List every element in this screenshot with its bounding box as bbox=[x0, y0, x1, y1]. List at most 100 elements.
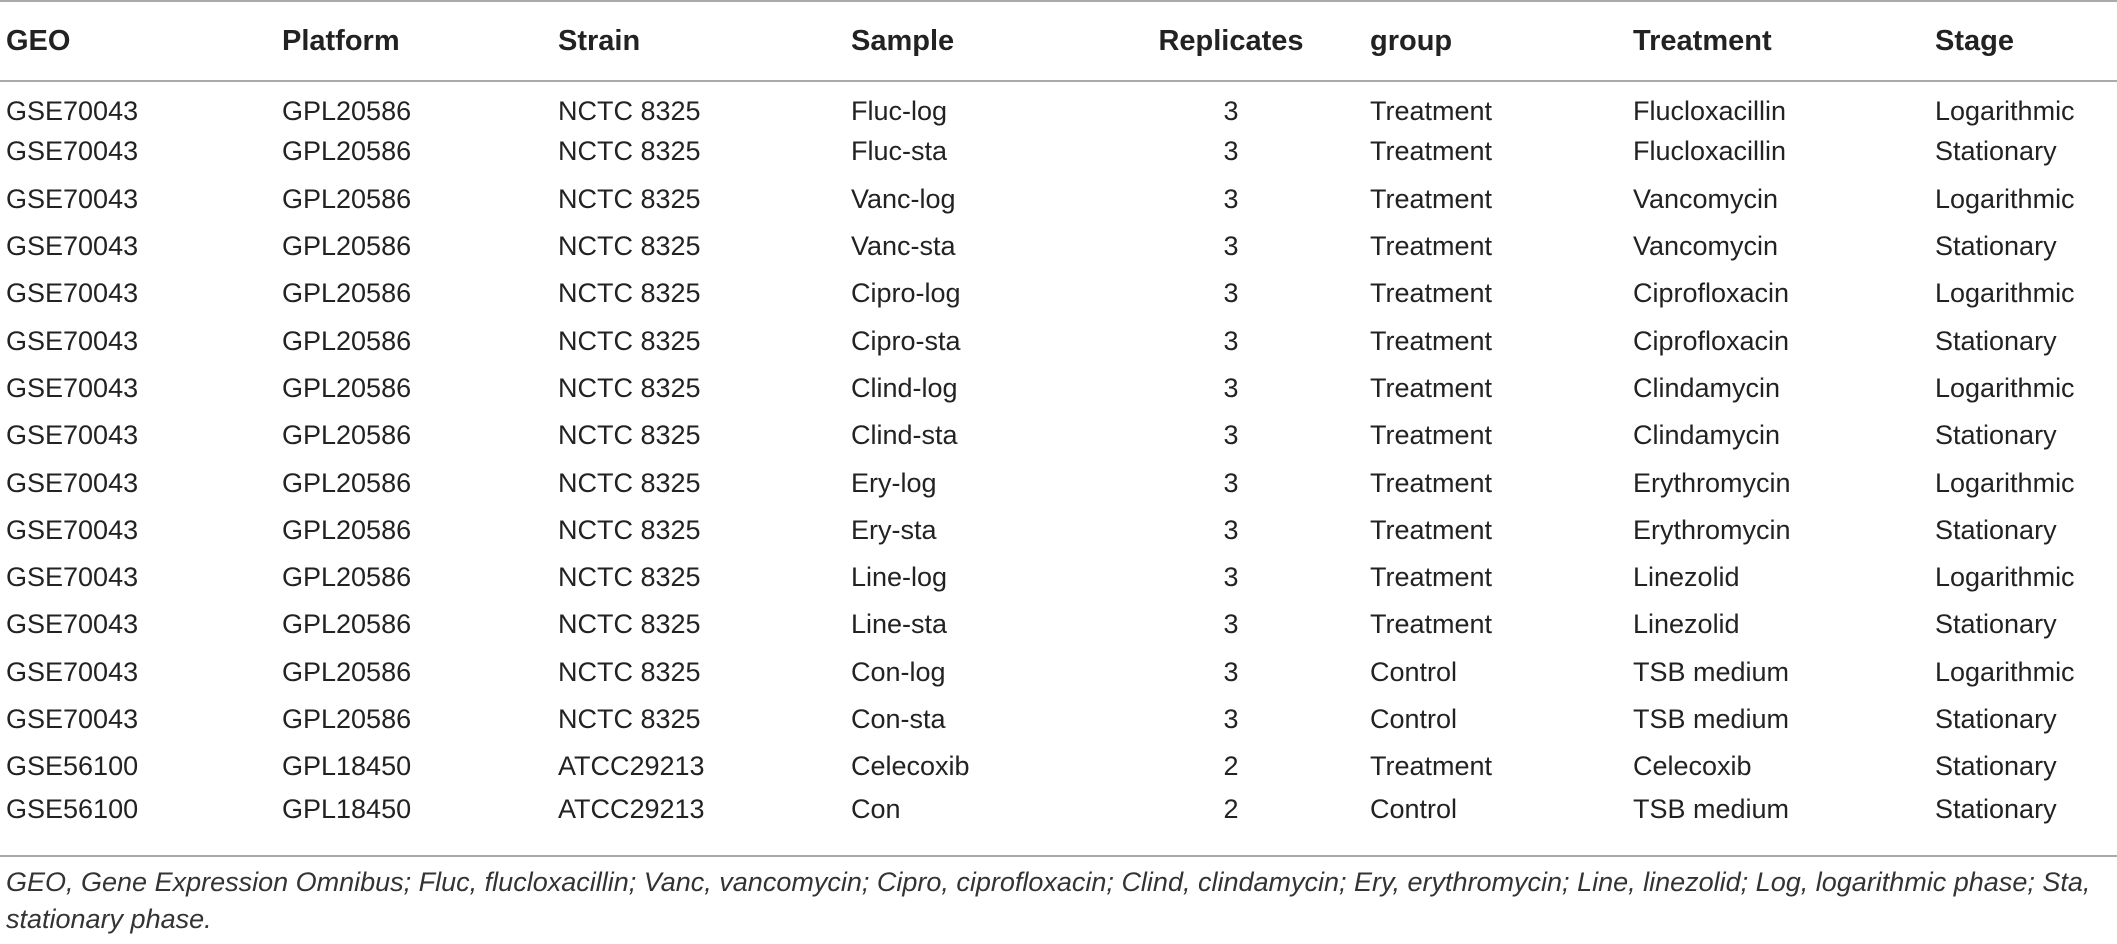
cell-treatment: Erythromycin bbox=[1633, 514, 1791, 545]
cell-platform: GPL20586 bbox=[282, 136, 412, 167]
cell-sample: Fluc-sta bbox=[851, 136, 948, 167]
cell-platform: GPL20586 bbox=[282, 420, 412, 451]
cell-treatment: Linezolid bbox=[1633, 609, 1740, 640]
table-row: GSE70043 GPL20586 NCTC 8325 Clind-log 3 Treat… bbox=[0, 365, 2117, 412]
table-row: GSE70043 GPL20586 NCTC 8325 Ery-sta 3 Treatme… bbox=[0, 507, 2117, 554]
table-body: GSE70043 GPL20586 NCTC 8325 Fluc-log 3 Treatm… bbox=[0, 81, 2117, 838]
cell-group: Treatment bbox=[1370, 95, 1493, 126]
table-row: GSE70043 GPL20586 NCTC 8325 Line-log 3 Treatm… bbox=[0, 554, 2117, 601]
cell-sample: Clind-log bbox=[851, 372, 958, 403]
cell-stage: Logarithmic bbox=[1935, 467, 2075, 498]
cell-platform: GPL20586 bbox=[282, 467, 412, 498]
cell-group: Control bbox=[1370, 656, 1458, 687]
cell-platform: GPL18450 bbox=[282, 793, 412, 824]
header-sample: Sample bbox=[851, 24, 955, 57]
cell-platform: GPL20586 bbox=[282, 514, 412, 545]
cell-stage: Logarithmic bbox=[1935, 372, 2075, 403]
cell-sample: Clind-sta bbox=[851, 420, 958, 451]
cell-replicates: 3 bbox=[1223, 656, 1239, 687]
cell-sample: Con-log bbox=[851, 656, 946, 687]
cell-strain: NCTC 8325 bbox=[558, 95, 701, 126]
cell-treatment: Ciprofloxacin bbox=[1633, 278, 1790, 309]
table-row: GSE56100 GPL18450 ATCC29213 Con 2 Control TSB … bbox=[0, 790, 2117, 837]
cell-treatment: Erythromycin bbox=[1633, 467, 1791, 498]
cell-replicates: 3 bbox=[1223, 704, 1239, 734]
cell-stage: Stationary bbox=[1935, 136, 2057, 167]
cell-platform: GPL18450 bbox=[282, 751, 412, 782]
cell-treatment: Vancomycin bbox=[1633, 183, 1779, 214]
cell-platform: GPL20586 bbox=[282, 278, 412, 309]
cell-sample: Con-sta bbox=[851, 704, 946, 734]
table-row: GSE70043 GPL20586 NCTC 8325 Vanc-log 3 Treatm… bbox=[0, 176, 2117, 223]
cell-group: Treatment bbox=[1370, 278, 1493, 309]
header-platform: Platform bbox=[282, 24, 400, 57]
cell-group: Treatment bbox=[1370, 751, 1493, 782]
cell-treatment: Flucloxacillin bbox=[1633, 136, 1787, 167]
cell-replicates: 3 bbox=[1223, 136, 1239, 167]
cell-platform: GPL20586 bbox=[282, 372, 412, 403]
cell-strain: NCTC 8325 bbox=[558, 704, 701, 734]
cell-platform: GPL20586 bbox=[282, 656, 412, 687]
table-row: GSE70043 GPL20586 NCTC 8325 Fluc-sta 3 Treatm… bbox=[0, 128, 2117, 175]
header-row: GEO Platform Strain Sample Replicates gr… bbox=[0, 1, 2117, 81]
cell-platform: GPL20586 bbox=[282, 183, 412, 214]
cell-strain: ATCC29213 bbox=[558, 751, 705, 782]
cell-geo: GSE70043 bbox=[6, 95, 139, 126]
cell-geo: GSE70043 bbox=[6, 656, 139, 687]
cell-geo: GSE70043 bbox=[6, 278, 139, 309]
cell-treatment: TSB medium bbox=[1633, 793, 1790, 824]
cell-replicates: 3 bbox=[1223, 183, 1239, 214]
cell-strain: NCTC 8325 bbox=[558, 372, 701, 403]
header-strain: Strain bbox=[558, 24, 641, 57]
table-header: GEO Platform Strain Sample Replicates gr… bbox=[0, 1, 2117, 81]
cell-geo: GSE70043 bbox=[6, 609, 139, 640]
cell-platform: GPL20586 bbox=[282, 609, 412, 640]
cell-platform: GPL20586 bbox=[282, 704, 412, 734]
cell-sample: Vanc-sta bbox=[851, 231, 956, 262]
table-row: GSE70043 GPL20586 NCTC 8325 Clind-sta 3 Treat… bbox=[0, 412, 2117, 459]
cell-geo: GSE70043 bbox=[6, 136, 139, 167]
cell-treatment: Clindamycin bbox=[1633, 420, 1781, 451]
table-row: GSE70043 GPL20586 NCTC 8325 Vanc-sta 3 Treatm… bbox=[0, 223, 2117, 270]
cell-replicates: 3 bbox=[1223, 95, 1239, 126]
cell-stage: Logarithmic bbox=[1935, 95, 2075, 126]
cell-strain: NCTC 8325 bbox=[558, 514, 701, 545]
cell-platform: GPL20586 bbox=[282, 95, 412, 126]
cell-replicates: 3 bbox=[1223, 562, 1239, 593]
header-replicates: Replicates bbox=[1158, 24, 1304, 57]
cell-sample: Ery-log bbox=[851, 467, 937, 498]
cell-geo: GSE56100 bbox=[6, 793, 139, 824]
cell-stage: Stationary bbox=[1935, 231, 2057, 262]
table-row: GSE70043 GPL20586 NCTC 8325 Con-log 3 Control… bbox=[0, 649, 2117, 696]
cell-treatment: Celecoxib bbox=[1633, 751, 1752, 782]
cell-strain: NCTC 8325 bbox=[558, 609, 701, 640]
cell-stage: Stationary bbox=[1935, 793, 2057, 824]
cell-replicates: 3 bbox=[1223, 325, 1239, 356]
cell-sample: Line-log bbox=[851, 562, 948, 593]
cell-geo: GSE70043 bbox=[6, 183, 139, 214]
cell-strain: NCTC 8325 bbox=[558, 231, 701, 262]
cell-replicates: 2 bbox=[1223, 751, 1239, 782]
cell-sample: Celecoxib bbox=[851, 751, 970, 782]
cell-treatment: Clindamycin bbox=[1633, 372, 1781, 403]
cell-strain: NCTC 8325 bbox=[558, 278, 701, 309]
cell-group: Treatment bbox=[1370, 136, 1493, 167]
cell-stage: Stationary bbox=[1935, 325, 2057, 356]
cell-stage: Logarithmic bbox=[1935, 656, 2075, 687]
table-row: GSE70043 GPL20586 NCTC 8325 Cipro-log 3 Treat… bbox=[0, 270, 2117, 317]
cell-stage: Stationary bbox=[1935, 751, 2057, 782]
cell-replicates: 3 bbox=[1223, 420, 1239, 451]
cell-geo: GSE70043 bbox=[6, 372, 139, 403]
cell-sample: Vanc-log bbox=[851, 183, 956, 214]
table-row: GSE70043 GPL20586 NCTC 8325 Cipro-sta 3 Treat… bbox=[0, 317, 2117, 364]
cell-sample: Cipro-sta bbox=[851, 325, 961, 356]
cell-group: Treatment bbox=[1370, 231, 1493, 262]
cell-group: Control bbox=[1370, 793, 1458, 824]
cell-strain: NCTC 8325 bbox=[558, 420, 701, 451]
cell-strain: NCTC 8325 bbox=[558, 136, 701, 167]
cell-sample: Fluc-log bbox=[851, 95, 948, 126]
cell-group: Control bbox=[1370, 704, 1458, 734]
cell-replicates: 2 bbox=[1223, 793, 1239, 824]
cell-geo: GSE70043 bbox=[6, 420, 139, 451]
cell-sample: Line-sta bbox=[851, 609, 948, 640]
